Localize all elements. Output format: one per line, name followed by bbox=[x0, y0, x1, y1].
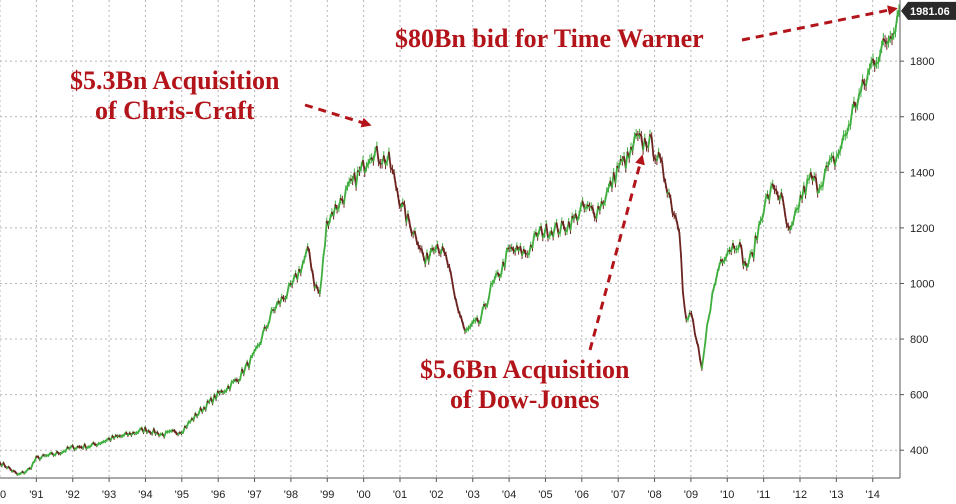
annotation-dow-jones-line1: $5.6Bn Acquisition bbox=[420, 355, 630, 384]
annotation-arrows bbox=[304, 5, 898, 351]
y-gridlines bbox=[0, 60, 900, 451]
x-tick-label: 0 bbox=[0, 489, 6, 501]
y-tick-label: 1000 bbox=[910, 278, 934, 290]
annotation-chris-craft-line1: $5.3Bn Acquisition bbox=[70, 66, 280, 95]
arrow-chris-craft bbox=[304, 103, 372, 128]
price-segment bbox=[680, 255, 684, 293]
x-tick-label: '92 bbox=[66, 489, 80, 501]
x-tick-label: '91 bbox=[29, 489, 43, 501]
x-tick-label: '06 bbox=[575, 489, 589, 501]
x-tick-label: '99 bbox=[320, 489, 334, 501]
x-tick-label: '09 bbox=[684, 489, 698, 501]
x-tick-label: '96 bbox=[211, 489, 225, 501]
x-tick-label: '02 bbox=[429, 489, 443, 501]
price-series bbox=[0, 4, 900, 476]
axes bbox=[0, 0, 901, 479]
x-tick-label: '03 bbox=[466, 489, 480, 501]
x-axis-ticks: 0 '91 '92 '93 '94 '95 '96 '97 '98 '99 '00 '01 '02 '03… bbox=[0, 478, 880, 501]
x-tick-label: '95 bbox=[175, 489, 189, 501]
y-tick-label: 1200 bbox=[910, 223, 934, 235]
arrow-time-warner bbox=[741, 5, 898, 42]
x-tick-label: '98 bbox=[284, 489, 298, 501]
last-value-badge: 1981.06 bbox=[901, 1, 956, 20]
y-tick-label: 1800 bbox=[910, 56, 934, 68]
x-tick-label: '93 bbox=[102, 489, 116, 501]
x-tick-label: '97 bbox=[247, 489, 261, 501]
last-value-label: 1981.06 bbox=[910, 6, 950, 18]
last-value-badge-bg bbox=[901, 1, 956, 20]
x-tick-label: '07 bbox=[611, 489, 625, 501]
annotation-chris-craft: $5.3Bn Acquisition of Chris-Craft bbox=[70, 66, 280, 126]
x-tick-label: '08 bbox=[647, 489, 661, 501]
x-tick-label: '01 bbox=[393, 489, 407, 501]
annotation-time-warner-line1: $80Bn bid for Time Warner bbox=[395, 24, 704, 53]
arrow-dow-jones bbox=[588, 154, 645, 351]
y-tick-label: 600 bbox=[910, 390, 928, 402]
y-tick-label: 400 bbox=[910, 445, 928, 457]
y-axis-ticks: 400 600 800 1000 1200 1400 1600 1800 bbox=[900, 56, 934, 457]
x-tick-label: '00 bbox=[356, 489, 370, 501]
annotation-dow-jones-line2: of Dow-Jones bbox=[450, 385, 600, 414]
y-tick-label: 800 bbox=[910, 334, 928, 346]
x-tick-label: '11 bbox=[757, 489, 771, 501]
x-tick-label: '10 bbox=[720, 489, 734, 501]
y-tick-label: 1400 bbox=[910, 167, 934, 179]
x-tick-label: '94 bbox=[138, 489, 152, 501]
price-segment bbox=[678, 231, 682, 258]
x-tick-label: '12 bbox=[793, 489, 807, 501]
annotation-dow-jones: $5.6Bn Acquisition of Dow-Jones bbox=[420, 355, 630, 415]
annotation-time-warner: $80Bn bid for Time Warner bbox=[395, 24, 704, 54]
x-tick-label: '13 bbox=[829, 489, 843, 501]
x-tick-label: '14 bbox=[866, 489, 880, 501]
x-tick-label: '05 bbox=[538, 489, 552, 501]
x-tick-label: '04 bbox=[502, 489, 516, 501]
y-tick-label: 1600 bbox=[910, 112, 934, 124]
annotation-chris-craft-line2: of Chris-Craft bbox=[94, 96, 255, 125]
